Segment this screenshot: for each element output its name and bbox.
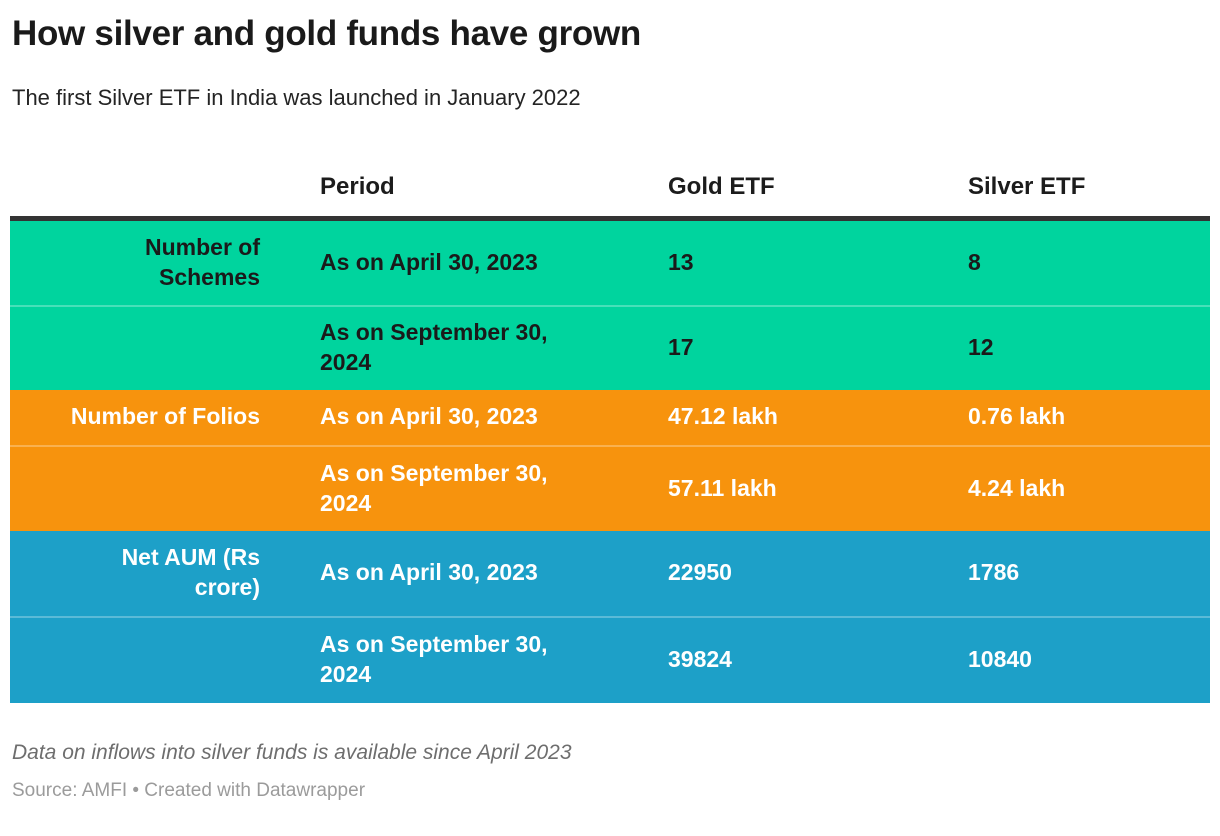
row-group-label-text: Number of Schemes <box>145 233 260 290</box>
cell-period: As on September 30, 2024 <box>320 459 548 516</box>
table-row: As on September 30, 2024 39824 10840 <box>10 615 1210 703</box>
column-header-period: Period <box>320 173 395 201</box>
cell-silver-value: 12 <box>968 334 994 361</box>
cell-period: As on April 30, 2023 <box>320 403 538 430</box>
cell-gold-value: 22950 <box>668 559 732 586</box>
footnote: Data on inflows into silver funds is ava… <box>12 740 572 764</box>
cell-period: As on September 30, 2024 <box>320 319 548 376</box>
row-group-label: Number of Schemes <box>10 233 310 293</box>
cell-period: As on September 30, 2024 <box>320 631 548 688</box>
cell-silver-value: 8 <box>968 248 981 275</box>
cell-silver-value: 4.24 lakh <box>968 474 1066 501</box>
chart-subtitle: The first Silver ETF in India was launch… <box>12 85 581 111</box>
row-group-label: Net AUM (Rs crore) <box>10 543 310 603</box>
column-header-gold-etf: Gold ETF <box>668 173 775 201</box>
cell-silver-value: 1786 <box>968 559 1020 586</box>
table-row: Number of Folios As on April 30, 2023 47… <box>10 389 1210 445</box>
cell-gold-value: 47.12 lakh <box>668 403 778 430</box>
cell-period: As on April 30, 2023 <box>320 559 538 586</box>
cell-period: As on April 30, 2023 <box>320 248 538 275</box>
cell-silver-value: 0.76 lakh <box>968 403 1066 430</box>
cell-gold-value: 39824 <box>668 646 732 673</box>
column-header-silver-etf: Silver ETF <box>968 173 1086 201</box>
table-header-row: Period Gold ETF Silver ETF <box>10 159 1210 221</box>
table-row: As on September 30, 2024 57.11 lakh 4.24… <box>10 444 1210 531</box>
table-row: Net AUM (Rs crore) As on April 30, 2023 … <box>10 530 1210 616</box>
source-attribution: Source: AMFI • Created with Datawrapper <box>12 780 366 802</box>
cell-gold-value: 17 <box>668 334 694 361</box>
table-row: Number of Schemes As on April 30, 2023 1… <box>10 220 1210 305</box>
row-group-label-text: Net AUM (Rs crore) <box>121 544 260 601</box>
table-row: As on September 30, 2024 17 12 <box>10 304 1210 390</box>
funds-table: Period Gold ETF Silver ETF Number of Sch… <box>10 159 1210 703</box>
row-group-label: Number of Folios <box>10 402 310 432</box>
row-group-label-text: Number of Folios <box>70 403 260 430</box>
cell-gold-value: 13 <box>668 248 694 275</box>
cell-silver-value: 10840 <box>968 646 1032 673</box>
page-title: How silver and gold funds have grown <box>12 14 641 53</box>
cell-gold-value: 57.11 lakh <box>668 474 777 501</box>
